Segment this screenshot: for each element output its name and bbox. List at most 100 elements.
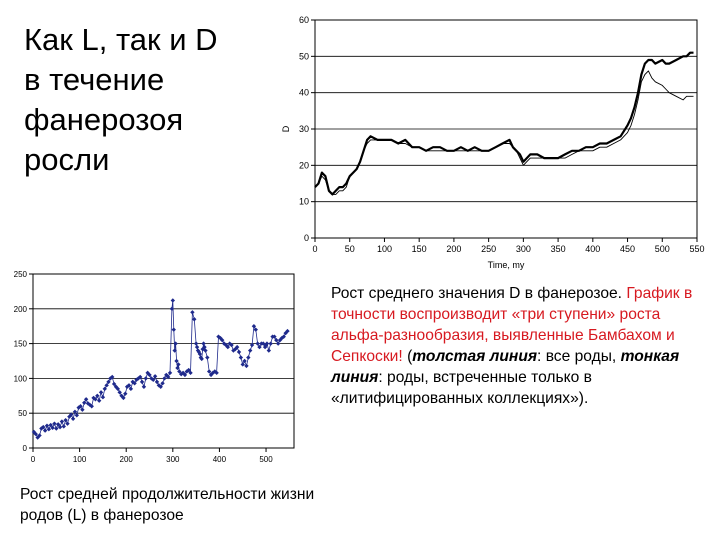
- data-point: [96, 398, 102, 403]
- slide-title: Как L, так и D в течение фанерозоя росли: [24, 20, 284, 180]
- x-tick-label: 500: [655, 244, 670, 254]
- data-point: [139, 379, 145, 385]
- data-point: [192, 317, 197, 322]
- x-tick-label: 550: [689, 244, 704, 254]
- data-point: [41, 424, 46, 430]
- y-tick-label: 20: [299, 160, 309, 170]
- data-point: [169, 306, 175, 311]
- y-tick-label: 50: [18, 409, 27, 418]
- data-point: [170, 298, 176, 303]
- data-point: [216, 334, 221, 339]
- caption-d-highlight: График в точности воспроизводит «три сту…: [331, 285, 693, 365]
- x-tick-label: 300: [516, 244, 531, 254]
- data-point: [33, 431, 38, 437]
- data-point: [171, 327, 176, 332]
- data-point: [177, 369, 182, 374]
- x-tick-label: 300: [166, 455, 180, 464]
- data-point: [128, 386, 134, 392]
- data-point: [42, 428, 48, 433]
- data-point: [141, 384, 147, 389]
- data-point: [272, 334, 277, 339]
- data-point: [54, 426, 59, 431]
- data-point: [266, 348, 272, 353]
- data-point: [167, 370, 173, 376]
- data-point: [173, 341, 178, 346]
- data-point: [151, 377, 156, 382]
- caption-d-text: : роды, встреченные только в «литифициро…: [331, 369, 592, 407]
- data-point: [91, 395, 96, 401]
- data-point: [182, 372, 188, 378]
- data-point: [274, 337, 279, 343]
- data-point: [44, 423, 50, 428]
- y-axis-label: D: [281, 125, 291, 132]
- data-point: [255, 341, 260, 346]
- data-point: [240, 362, 245, 367]
- data-point: [37, 433, 42, 438]
- title-line: фанерозоя: [24, 102, 184, 137]
- caption-l: Рост средней продолжительности жизни род…: [20, 486, 315, 524]
- data-point: [253, 327, 258, 332]
- data-point: [247, 348, 253, 353]
- data-point: [238, 355, 244, 360]
- x-tick-label: 100: [377, 244, 392, 254]
- data-point: [110, 374, 115, 380]
- caption-d-lead: Рост среднего значения D в фанерозое.: [331, 285, 622, 302]
- data-point: [98, 390, 104, 395]
- data-point: [257, 344, 262, 350]
- series-line-lithified: [314, 70, 694, 195]
- data-point: [74, 413, 80, 418]
- y-tick-label: 60: [299, 15, 309, 25]
- y-tick-label: 200: [14, 305, 28, 314]
- data-point: [218, 335, 223, 341]
- y-tick-label: 40: [299, 88, 309, 98]
- data-point: [61, 424, 66, 429]
- data-point: [195, 348, 201, 353]
- y-tick-label: 30: [299, 124, 309, 134]
- data-point: [83, 397, 89, 402]
- data-point: [82, 400, 87, 405]
- data-point: [104, 383, 109, 388]
- data-point: [236, 349, 242, 355]
- caption-d-thick-line-label: толстая линия: [412, 348, 538, 365]
- data-point: [126, 383, 132, 388]
- data-point: [117, 390, 122, 395]
- data-point: [201, 341, 206, 346]
- data-point: [251, 324, 257, 329]
- title-line: росли: [24, 142, 110, 177]
- data-point: [106, 379, 111, 385]
- y-tick-label: 100: [14, 374, 28, 383]
- data-point: [72, 409, 78, 415]
- data-point: [203, 348, 208, 353]
- y-tick-label: 0: [23, 444, 28, 453]
- data-point: [143, 376, 148, 381]
- data-point: [147, 372, 152, 378]
- data-point: [132, 381, 137, 386]
- data-point: [234, 344, 240, 350]
- x-tick-label: 400: [213, 455, 227, 464]
- data-point: [137, 374, 143, 380]
- data-point: [242, 358, 247, 364]
- data-point: [246, 355, 251, 360]
- x-tick-label: 100: [73, 455, 87, 464]
- data-point: [70, 416, 76, 421]
- caption-d-text: (: [407, 348, 413, 365]
- data-point: [174, 358, 179, 364]
- data-point: [194, 344, 200, 350]
- data-point: [152, 374, 158, 379]
- data-point: [55, 422, 61, 427]
- data-point: [130, 379, 135, 385]
- plot-area-border: [32, 273, 295, 449]
- data-point: [165, 374, 171, 380]
- data-point: [89, 404, 94, 409]
- data-point: [186, 367, 191, 373]
- data-point: [202, 344, 207, 350]
- d-line-chart: 0 10 20 30 40 50 60 0 50 100 150 200 250 300 350 400 450…: [281, 15, 705, 270]
- x-tick-label: 200: [120, 455, 134, 464]
- series-line-all-genera: [314, 51, 694, 196]
- data-point: [193, 341, 199, 346]
- y-tick-label: 10: [299, 197, 309, 207]
- data-point: [50, 425, 55, 431]
- data-point: [212, 369, 217, 374]
- data-point: [111, 381, 117, 387]
- data-point: [123, 391, 128, 396]
